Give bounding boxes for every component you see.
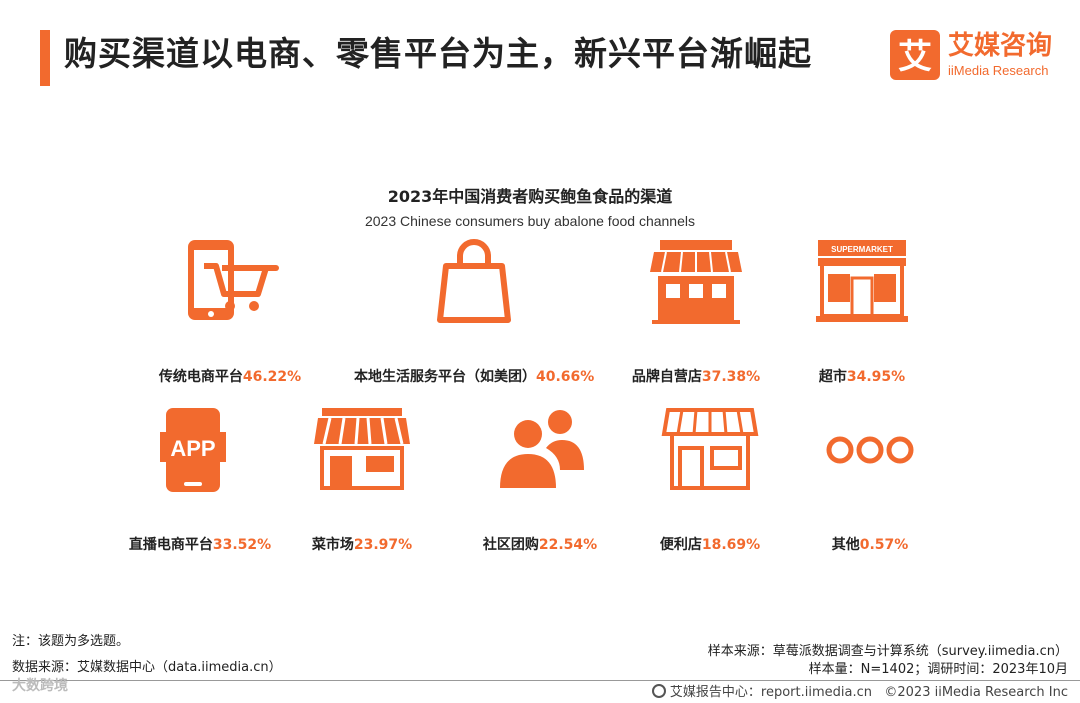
- channel-label: 传统电商平台46.22%: [110, 366, 350, 386]
- channel-name: 菜市场: [311, 537, 354, 553]
- page-title: 购买渠道以电商、零售平台为主，新兴平台渐崛起: [64, 34, 812, 73]
- channel-item: 便利店18.69%: [590, 404, 830, 554]
- people-group-icon: [500, 410, 584, 488]
- channel-value: 22.54%: [538, 537, 598, 553]
- chart-title: 2023年中国消费者购买鲍鱼食品的渠道: [387, 187, 673, 206]
- channel-item: 菜市场23.97%: [242, 404, 482, 554]
- channel-name: 社区团购: [482, 537, 539, 553]
- channel-value: 0.57%: [859, 537, 909, 553]
- note-text: 注：该题为多选题。: [12, 634, 130, 649]
- footer-divider: [0, 680, 1080, 681]
- copyright: ©2023 iiMedia Research Inc: [884, 685, 1068, 700]
- channel-label: 本地生活服务平台（如美团）40.66%: [354, 366, 594, 386]
- app-phone-icon: APP: [160, 408, 226, 492]
- channel-value: 33.52%: [212, 537, 272, 553]
- channel-item: 传统电商平台46.22%: [110, 236, 350, 386]
- channel-value: 37.38%: [701, 369, 761, 385]
- channel-item: APP 直播电商平台33.52%: [80, 404, 320, 554]
- svg-text:APP: APP: [170, 436, 215, 461]
- storefront-icon: [650, 240, 742, 324]
- market-stall-icon: [314, 408, 410, 490]
- channel-label: 社区团购22.54%: [420, 534, 660, 554]
- mobile-cart-icon: [188, 240, 279, 320]
- channel-name: 直播电商平台: [128, 537, 213, 553]
- channel-item: 社区团购22.54%: [420, 404, 660, 554]
- title-accent-bar: [40, 30, 50, 86]
- channel-value: 46.22%: [242, 369, 302, 385]
- channel-value: 18.69%: [701, 537, 761, 553]
- channel-label: 直播电商平台33.52%: [80, 534, 320, 554]
- watermark: 大数跨境: [12, 678, 68, 694]
- channel-label: 超市34.95%: [742, 366, 982, 386]
- svg-text:艾: 艾: [898, 37, 932, 77]
- channel-name: 其他: [831, 537, 860, 553]
- channel-item: 品牌自营店37.38%: [576, 236, 816, 386]
- channel-name: 本地生活服务平台（如美团）: [354, 369, 536, 385]
- report-center-link[interactable]: 艾媒报告中心：report.iimedia.cn: [669, 685, 872, 700]
- logo-mark-icon: 艾: [890, 30, 940, 80]
- channel-label: 便利店18.69%: [590, 534, 830, 554]
- sample-info: 样本量：N=1402；调研时间：2023年10月: [808, 662, 1068, 677]
- channel-item: 本地生活服务平台（如美团）40.66%: [354, 236, 594, 386]
- supermarket-icon: SUPERMARKET: [816, 240, 908, 322]
- channel-value: 34.95%: [846, 369, 906, 385]
- convenience-store-icon: [661, 408, 759, 490]
- svg-text:SUPERMARKET: SUPERMARKET: [831, 245, 893, 254]
- channel-item: SUPERMARKET 超市34.95%: [742, 236, 982, 386]
- channel-name: 超市: [818, 369, 847, 385]
- globe-icon: [651, 684, 666, 698]
- chart-subtitle: 2023 Chinese consumers buy abalone food …: [364, 213, 695, 229]
- footer-info: 艾媒报告中心：report.iimedia.cn ©2023 iiMedia R…: [651, 681, 1068, 700]
- data-source: 数据来源：艾媒数据中心（data.iimedia.cn）: [12, 660, 282, 675]
- logo-text-en: iiMedia Research: [948, 63, 1049, 78]
- channel-name: 传统电商平台: [158, 369, 243, 385]
- channel-item: 其他0.57%: [750, 404, 990, 554]
- ellipsis-icon: [826, 436, 914, 464]
- channel-label: 其他0.57%: [750, 534, 990, 554]
- logo-text-cn: 艾媒咨询: [948, 31, 1053, 61]
- channel-name: 便利店: [659, 537, 702, 553]
- channel-label: 品牌自营店37.38%: [576, 366, 816, 386]
- channel-label: 菜市场23.97%: [242, 534, 482, 554]
- channel-name: 品牌自营店: [631, 369, 702, 385]
- channel-value: 23.97%: [353, 537, 413, 553]
- brand-logo[interactable]: 艾 艾媒咨询 iiMedia Research: [890, 30, 1065, 82]
- sample-source: 样本来源：草莓派数据调查与计算系统（survey.iimedia.cn）: [707, 644, 1068, 659]
- shopping-bag-icon: [437, 239, 511, 323]
- channel-value: 40.66%: [536, 369, 595, 385]
